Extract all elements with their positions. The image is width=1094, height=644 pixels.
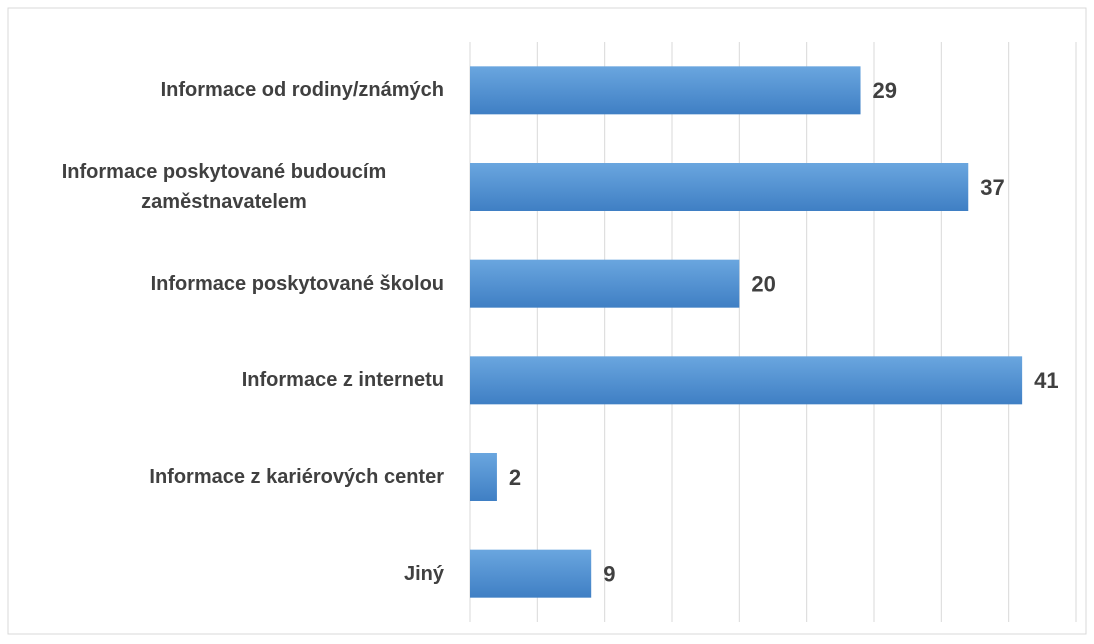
category-label: Jiný: [403, 562, 444, 585]
value-label: 41: [1034, 368, 1058, 393]
category-label-box: Informace od rodiny/známých: [4, 75, 444, 105]
bar: [470, 259, 740, 308]
category-label: Informace z kariérových center: [149, 466, 444, 488]
category-label-box: Jiný: [4, 559, 444, 589]
value-label: 29: [873, 78, 897, 103]
bar: [470, 453, 497, 501]
category-label: Informace z internetu: [241, 369, 444, 392]
bar: [470, 66, 861, 115]
category-label: Informace poskytované budoucím zaměstnav…: [61, 161, 387, 213]
chart-border: [7, 7, 1087, 635]
category-label-box: Informace z kariérových center: [4, 462, 444, 492]
value-label: 20: [751, 271, 775, 296]
category-label: Informace poskytované školou: [150, 272, 444, 295]
bar: [470, 549, 592, 598]
bar: [470, 163, 969, 211]
value-label: 2: [509, 465, 521, 490]
category-label-box: Informace z internetu: [4, 365, 444, 395]
value-label: 9: [603, 561, 615, 586]
category-label: Informace od rodiny/známých: [160, 79, 444, 102]
bar: [470, 356, 1023, 405]
value-label: 37: [980, 175, 1004, 200]
category-label-box: Informace poskytované budoucím zaměstnav…: [4, 157, 444, 217]
category-label-box: Informace poskytované školou: [4, 269, 444, 299]
